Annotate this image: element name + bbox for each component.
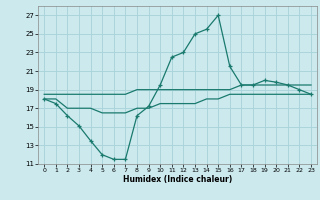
X-axis label: Humidex (Indice chaleur): Humidex (Indice chaleur) (123, 175, 232, 184)
